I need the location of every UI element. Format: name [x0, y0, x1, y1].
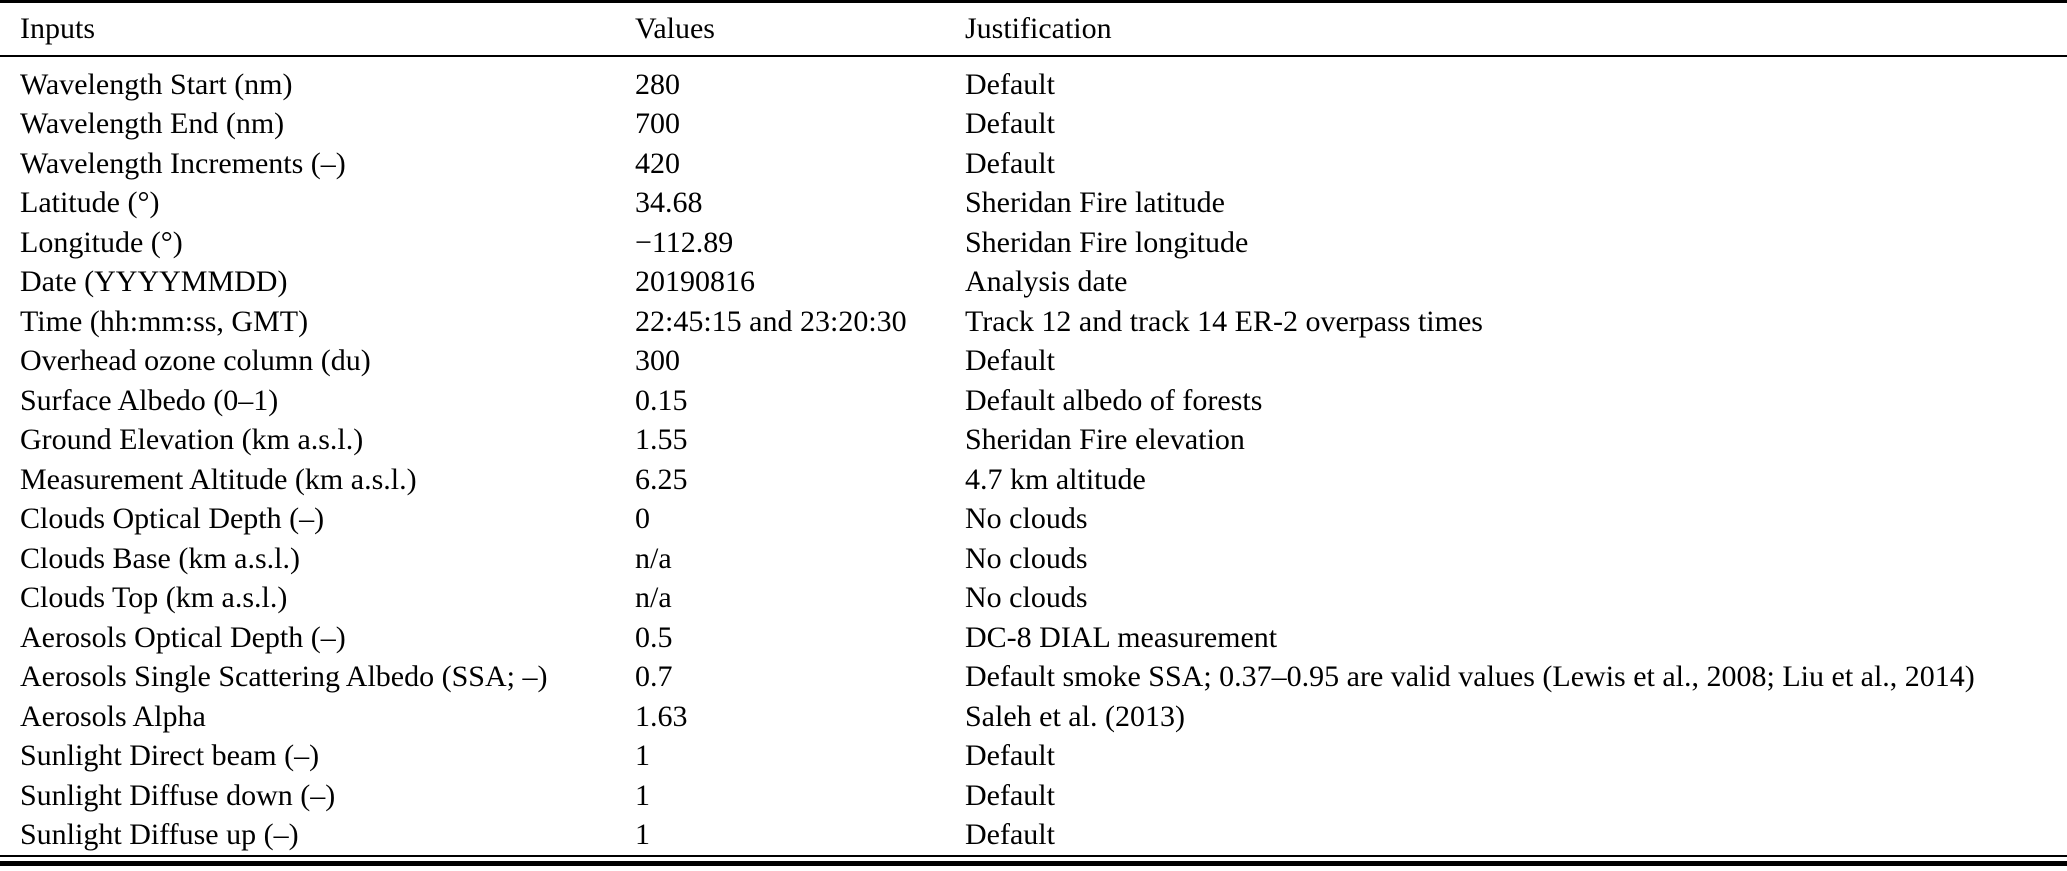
justification-cell: DC-8 DIAL measurement [965, 620, 1278, 654]
justification-cell: Default [965, 107, 1055, 141]
input-cell: Sunlight Diffuse up (–) [0, 816, 635, 857]
table-body: Wavelength Start (nm) 280 Default Wavele… [0, 57, 2067, 857]
justification-cell: No clouds [965, 541, 1088, 575]
value-cell: 0.7 [635, 660, 673, 694]
input-cell: Clouds Optical Depth (–) [20, 502, 325, 536]
input-cell: Measurement Altitude (km a.s.l.) [20, 462, 417, 496]
input-cell: Time (hh:mm:ss, GMT) [20, 304, 309, 338]
table-row: Wavelength Start (nm) 280 Default [0, 57, 2067, 105]
input-cell: Latitude (°) [20, 186, 160, 220]
justification-cell: Default [965, 344, 1055, 378]
column-header-inputs: Inputs [0, 3, 635, 57]
value-cell: n/a [635, 581, 672, 615]
value-cell: 1 [635, 778, 650, 812]
justification-cell: Default [965, 146, 1055, 180]
value-cell: 1.63 [635, 699, 688, 733]
justification-cell: Default albedo of forests [965, 383, 1263, 417]
input-cell: Wavelength End (nm) [20, 107, 285, 141]
value-cell: 0.5 [635, 620, 673, 654]
value-cell: 0.15 [635, 383, 688, 417]
input-cell: Aerosols Optical Depth (–) [20, 620, 346, 654]
column-header-values: Values [635, 3, 965, 57]
justification-cell: Sheridan Fire latitude [965, 186, 1225, 220]
value-cell: 1 [635, 739, 650, 773]
value-cell: 20190816 [635, 265, 755, 299]
table-row: Sunlight Direct beam (–) 1 Default [0, 737, 2067, 777]
table-row: Aerosols Alpha 1.63 Saleh et al. (2013) [0, 697, 2067, 737]
input-cell: Ground Elevation (km a.s.l.) [20, 423, 364, 457]
input-cell: Aerosols Single Scattering Albedo (SSA; … [20, 660, 548, 694]
justification-cell: Saleh et al. (2013) [965, 699, 1185, 733]
table-bottom-rule [0, 861, 2067, 866]
input-cell: Sunlight Direct beam (–) [20, 739, 320, 773]
justification-cell: 4.7 km altitude [965, 462, 1146, 496]
justification-cell: No clouds [965, 581, 1088, 615]
table-row: Sunlight Diffuse down (–) 1 Default [0, 776, 2067, 816]
value-cell: 280 [635, 67, 680, 101]
table-row: Time (hh:mm:ss, GMT) 22:45:15 and 23:20:… [0, 302, 2067, 342]
value-cell: 22:45:15 and 23:20:30 [635, 304, 907, 338]
input-cell: Date (YYYYMMDD) [20, 265, 288, 299]
table-row: Date (YYYYMMDD) 20190816 Analysis date [0, 263, 2067, 303]
table-row: Clouds Top (km a.s.l.) n/a No clouds [0, 579, 2067, 619]
table-row: Wavelength End (nm) 700 Default [0, 105, 2067, 145]
table-row: Aerosols Optical Depth (–) 0.5 DC-8 DIAL… [0, 618, 2067, 658]
input-cell: Overhead ozone column (du) [20, 344, 371, 378]
value-cell: 6.25 [635, 462, 688, 496]
input-cell: Aerosols Alpha [20, 699, 206, 733]
input-cell: Longitude (°) [20, 225, 183, 259]
table-row: Longitude (°) −112.89 Sheridan Fire long… [0, 223, 2067, 263]
value-cell: 700 [635, 107, 680, 141]
input-cell: Clouds Base (km a.s.l.) [20, 541, 300, 575]
justification-cell: Track 12 and track 14 ER-2 overpass time… [965, 304, 1483, 338]
value-cell: 34.68 [635, 186, 703, 220]
table-row: Sunlight Diffuse up (–) 1 Default [0, 816, 2067, 857]
table-row: Measurement Altitude (km a.s.l.) 6.25 4.… [0, 460, 2067, 500]
table-header-row: Inputs Values Justification [0, 3, 2067, 57]
value-cell: −112.89 [635, 225, 734, 259]
value-cell: 1.55 [635, 423, 688, 457]
input-cell: Wavelength Start (nm) [20, 67, 293, 101]
justification-cell: Sheridan Fire elevation [965, 423, 1245, 457]
input-cell: Wavelength Increments (–) [20, 146, 346, 180]
column-header-justification: Justification [965, 3, 2067, 57]
table-row: Aerosols Single Scattering Albedo (SSA; … [0, 658, 2067, 698]
table-row: Ground Elevation (km a.s.l.) 1.55 Sherid… [0, 421, 2067, 461]
table-row: Surface Albedo (0–1) 0.15 Default albedo… [0, 381, 2067, 421]
justification-cell: Default [965, 739, 1055, 773]
table-row: Overhead ozone column (du) 300 Default [0, 342, 2067, 382]
justification-cell: Sheridan Fire longitude [965, 225, 1249, 259]
justification-cell: No clouds [965, 502, 1088, 536]
value-cell: 300 [635, 344, 680, 378]
input-cell: Surface Albedo (0–1) [20, 383, 279, 417]
table-row: Wavelength Increments (–) 420 Default [0, 144, 2067, 184]
value-cell: n/a [635, 541, 672, 575]
table-row: Clouds Base (km a.s.l.) n/a No clouds [0, 539, 2067, 579]
justification-cell: Default [965, 816, 2067, 857]
justification-cell: Default smoke SSA; 0.37–0.95 are valid v… [965, 660, 1975, 694]
input-cell: Clouds Top (km a.s.l.) [20, 581, 288, 615]
justification-cell: Analysis date [965, 265, 1128, 299]
value-cell: 420 [635, 146, 680, 180]
table-row: Clouds Optical Depth (–) 0 No clouds [0, 500, 2067, 540]
value-cell: 0 [635, 502, 650, 536]
value-cell: 1 [635, 816, 965, 857]
justification-cell: Default [965, 778, 1055, 812]
justification-cell: Default [965, 67, 1055, 101]
table-row: Latitude (°) 34.68 Sheridan Fire latitud… [0, 184, 2067, 224]
input-cell: Sunlight Diffuse down (–) [20, 778, 336, 812]
